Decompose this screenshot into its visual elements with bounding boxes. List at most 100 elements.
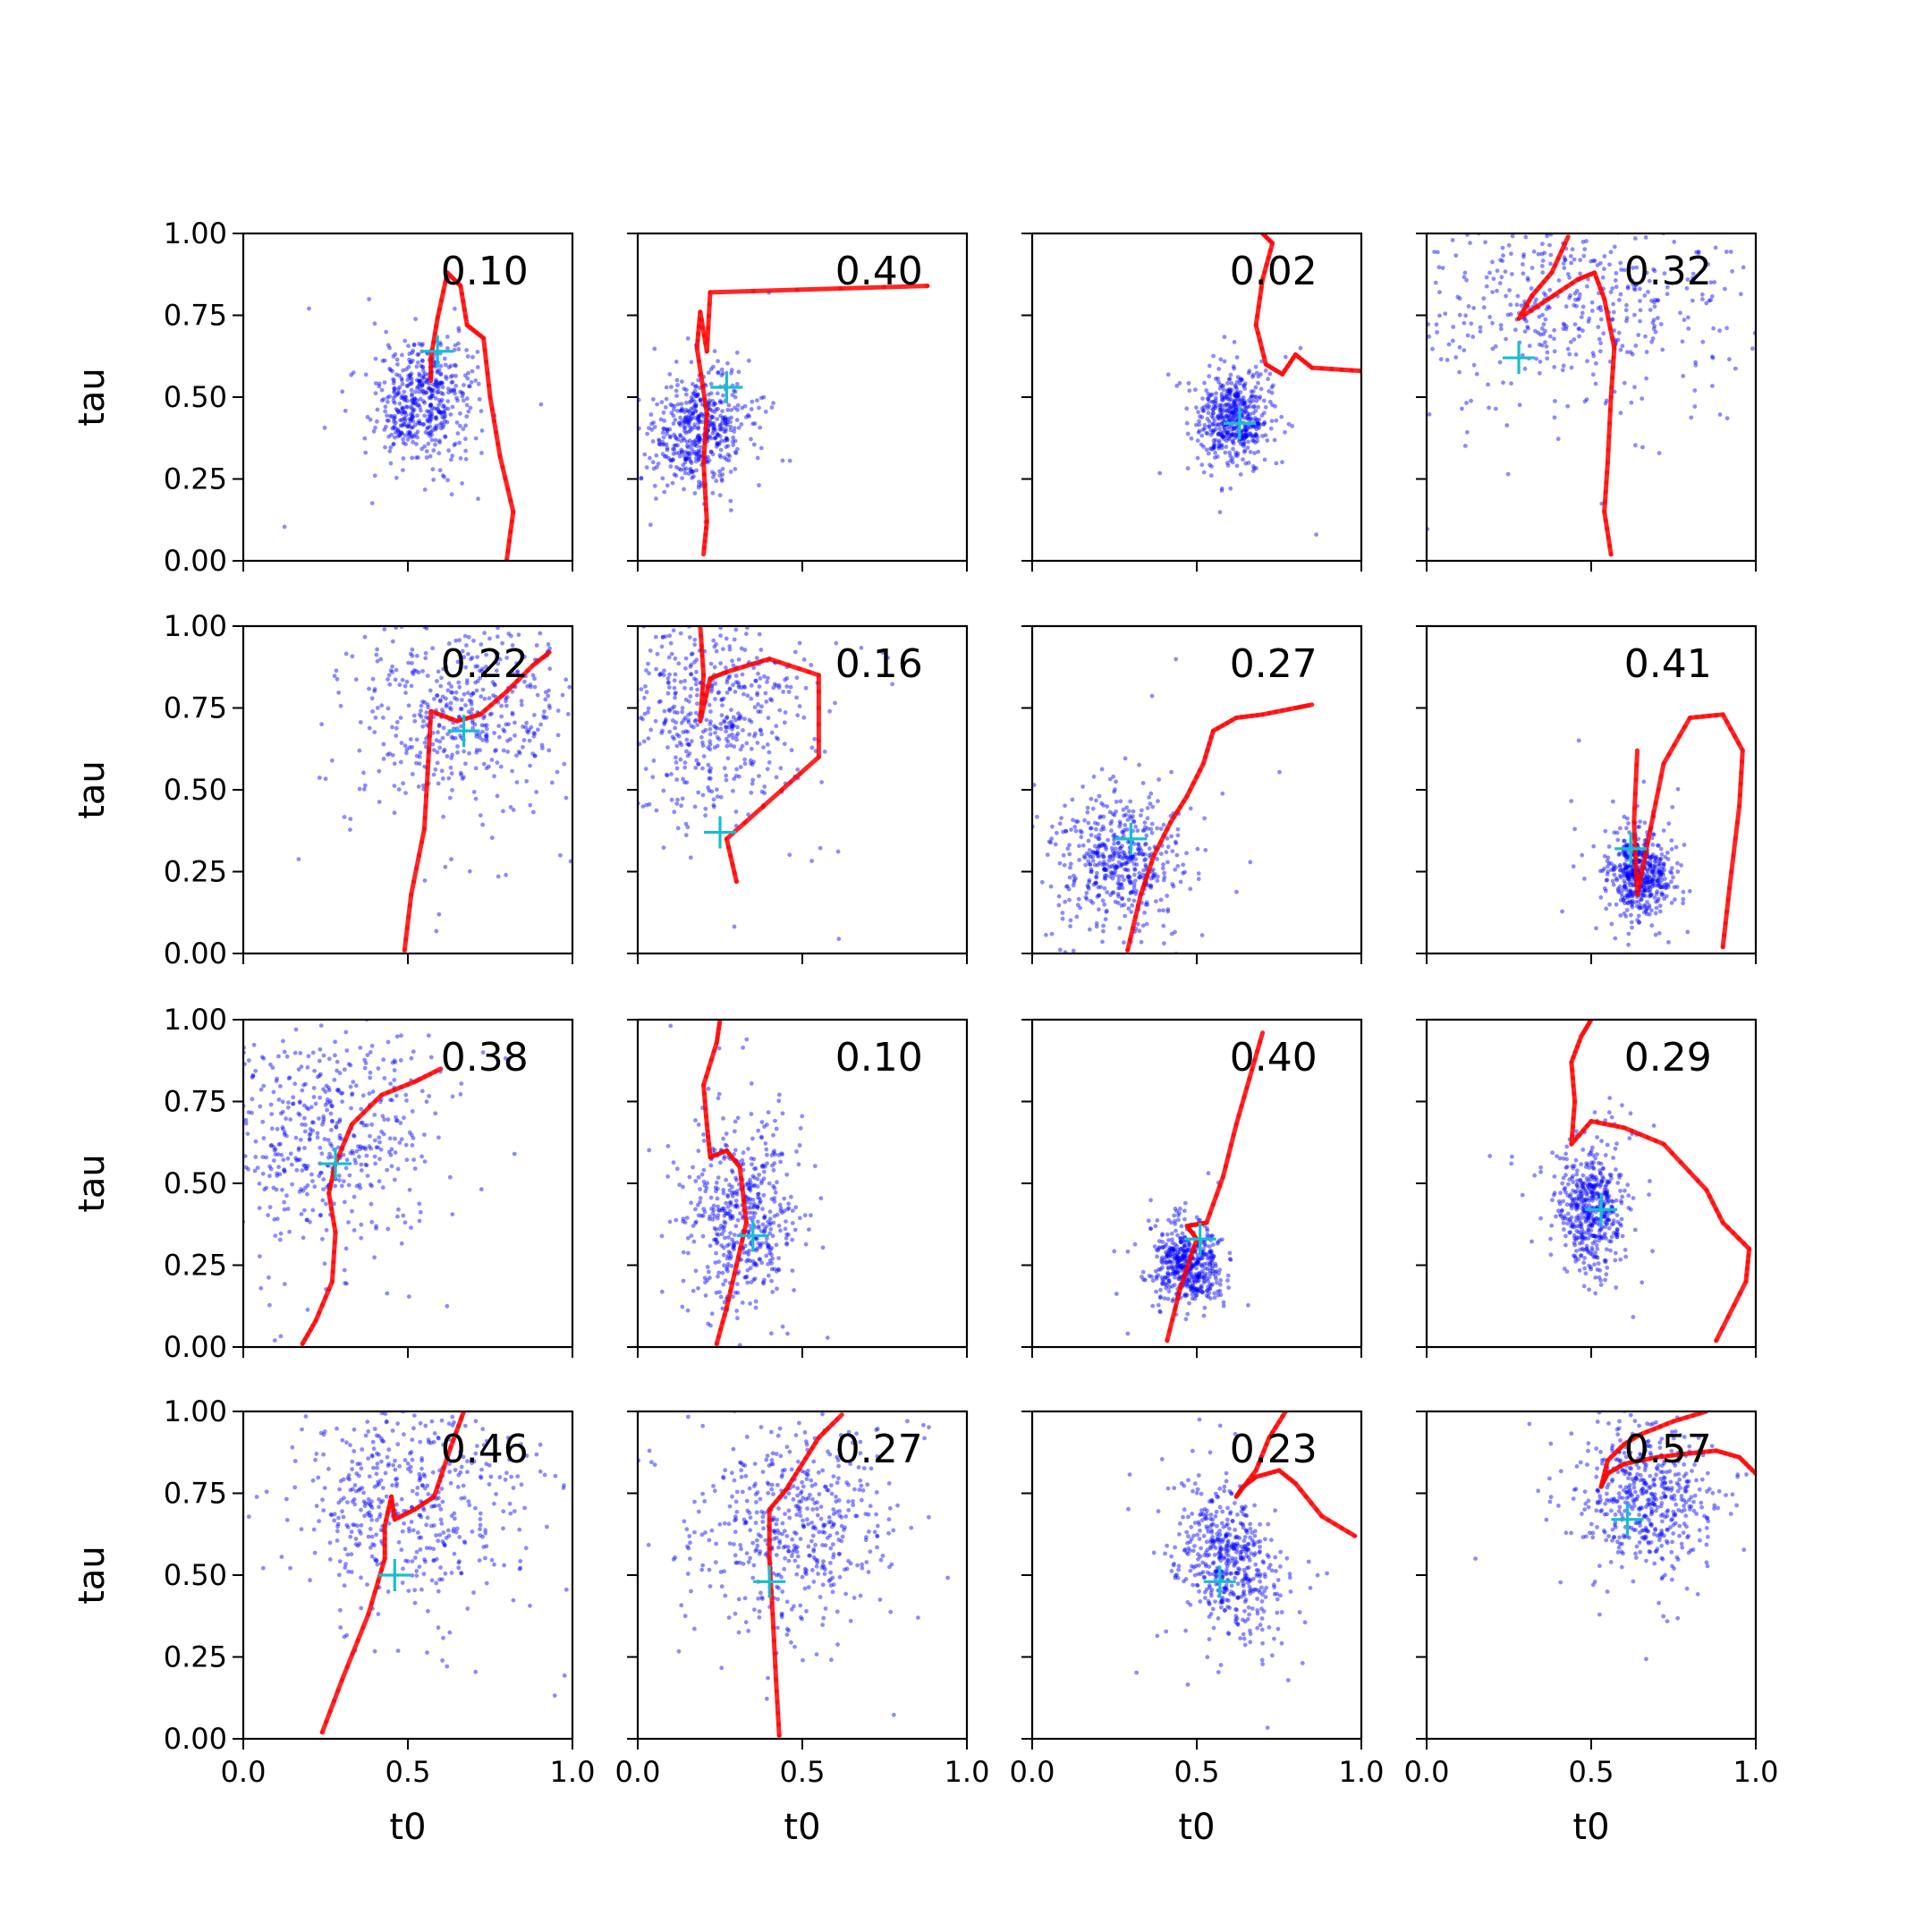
sample-point xyxy=(409,371,414,377)
sample-point xyxy=(1067,852,1072,857)
sample-point xyxy=(1600,275,1606,280)
trajectory-point xyxy=(703,420,709,426)
sample-point xyxy=(1097,833,1102,837)
sample-point xyxy=(463,761,468,767)
sample-point xyxy=(1263,368,1268,373)
trajectory-point xyxy=(705,337,710,343)
sample-point xyxy=(692,719,698,724)
sample-point xyxy=(1652,863,1657,868)
sample-point xyxy=(369,501,375,505)
sample-point xyxy=(697,414,701,419)
sample-point xyxy=(1148,886,1153,890)
sample-point xyxy=(1555,436,1561,442)
sample-point xyxy=(1286,421,1292,427)
sample-point xyxy=(680,379,684,384)
sample-point xyxy=(392,784,397,788)
sample-point xyxy=(724,436,729,441)
sample-point xyxy=(720,418,725,423)
sample-point xyxy=(1525,325,1530,329)
sample-point xyxy=(783,710,788,715)
sample-point xyxy=(286,1100,291,1105)
sample-point xyxy=(733,451,739,455)
sample-point xyxy=(387,345,392,351)
sample-point xyxy=(1445,358,1450,362)
sample-point xyxy=(312,1184,318,1190)
sample-point xyxy=(695,417,700,422)
sample-point xyxy=(1641,877,1647,883)
sample-point xyxy=(1112,841,1116,846)
sample-point xyxy=(1116,886,1121,891)
sample-point xyxy=(546,642,551,647)
sample-point xyxy=(1615,837,1621,843)
sample-point xyxy=(475,365,480,369)
trajectory-point xyxy=(409,892,414,897)
sample-point xyxy=(729,708,733,713)
sample-point xyxy=(1484,275,1489,280)
sample-point xyxy=(647,426,651,430)
trajectory-point xyxy=(733,878,740,885)
sample-point xyxy=(1225,427,1231,431)
sample-point xyxy=(1097,843,1102,849)
sample-point xyxy=(713,725,718,730)
sample-point xyxy=(460,776,465,782)
sample-point xyxy=(433,380,438,386)
sample-point xyxy=(654,496,658,501)
sample-point xyxy=(1195,846,1200,852)
sample-point xyxy=(373,381,378,386)
sample-point xyxy=(712,436,717,441)
sample-point xyxy=(1204,430,1209,436)
sample-point xyxy=(1089,796,1094,801)
sample-point xyxy=(441,403,446,408)
y-tick-label: 1.00 xyxy=(164,609,227,643)
sample-point xyxy=(1219,431,1224,436)
sample-point xyxy=(303,1081,308,1087)
sample-point xyxy=(1540,242,1545,247)
sample-point xyxy=(1637,905,1642,911)
sample-point xyxy=(677,453,682,459)
sample-point xyxy=(1118,854,1123,860)
sample-point xyxy=(428,394,434,400)
sample-point xyxy=(1114,809,1119,814)
sample-point xyxy=(1102,902,1107,907)
sample-point xyxy=(1148,826,1154,832)
sample-point xyxy=(446,390,451,395)
sample-point xyxy=(394,733,399,738)
sample-point xyxy=(1076,896,1081,902)
sample-point xyxy=(436,402,441,408)
sample-point xyxy=(709,414,715,419)
sample-point xyxy=(1603,401,1608,406)
sample-point xyxy=(1229,428,1234,432)
sample-point xyxy=(694,657,699,663)
sample-point xyxy=(428,453,433,459)
sample-point xyxy=(346,1182,352,1188)
sample-point xyxy=(1231,441,1236,446)
sample-point xyxy=(731,439,735,444)
sample-point xyxy=(673,725,677,731)
sample-point xyxy=(434,379,438,385)
sample-point xyxy=(728,742,733,748)
sample-point xyxy=(1547,334,1553,339)
sample-point xyxy=(352,1133,357,1139)
sample-point xyxy=(426,386,431,391)
sample-point xyxy=(404,367,409,372)
sample-point xyxy=(663,405,668,410)
sample-point xyxy=(434,406,439,411)
sample-point xyxy=(661,788,666,793)
sample-point xyxy=(1610,286,1615,291)
sample-point xyxy=(1604,888,1608,894)
sample-point xyxy=(1208,393,1214,397)
sample-point xyxy=(751,442,757,447)
plot-area xyxy=(1032,657,1315,953)
sample-point xyxy=(1097,793,1102,799)
sample-point xyxy=(428,403,433,409)
sample-point xyxy=(1116,841,1121,845)
trajectory-point xyxy=(481,335,487,341)
sample-point xyxy=(409,387,414,393)
sample-point xyxy=(1103,917,1108,922)
sample-point xyxy=(470,720,475,725)
sample-point xyxy=(1500,245,1505,250)
trajectory-point xyxy=(1516,316,1521,321)
sample-point xyxy=(1625,900,1631,905)
sample-point xyxy=(750,762,755,767)
sample-point xyxy=(443,657,448,662)
